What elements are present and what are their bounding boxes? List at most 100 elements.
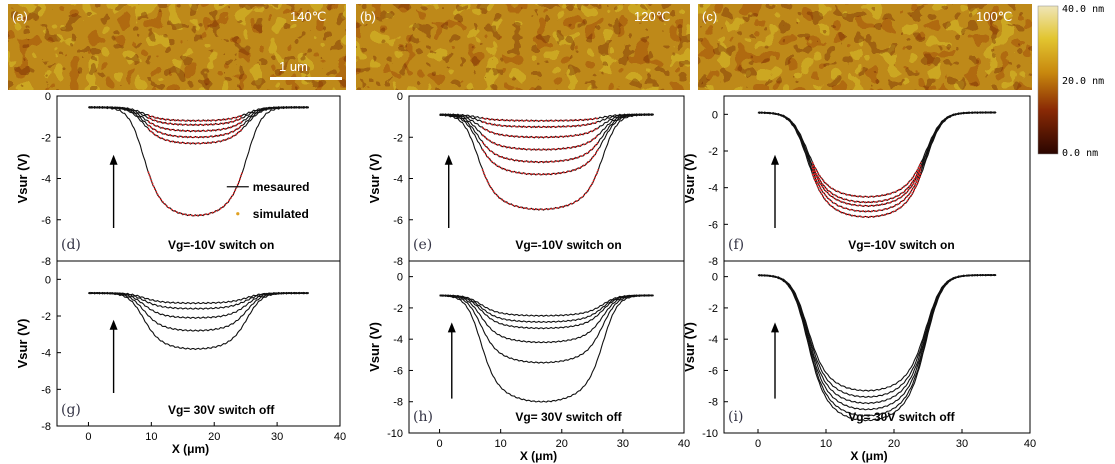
x-axis-label-g: X (μm) [172, 442, 209, 456]
x-tick-label-i-3: 30 [956, 438, 968, 450]
scale-bar [270, 77, 342, 80]
series-measured-d-5 [88, 106, 309, 217]
x-tick-label-g-0: 0 [85, 431, 91, 443]
series-measured-h-2 [439, 294, 654, 330]
y-tick-label-i-4: -8 [708, 397, 718, 409]
y-tick-label-h-4: -8 [393, 397, 403, 409]
trend-arrow-head [109, 319, 118, 330]
y-tick-label-d-2: -4 [41, 174, 51, 186]
panel-h: 0 -2 -4 -6 -8 -10 0 10 20 30 40 Vsur (V) X (μm) (h) Vg… [367, 260, 690, 463]
y-tick-label-h-0: 0 [397, 272, 403, 284]
series-simulated-f-1 [811, 165, 922, 204]
series-measured-g-1 [88, 291, 309, 310]
series-simulated-e-5 [481, 148, 600, 176]
panel-d: 0 -2 -4 -6 -8 Vsur (V) (d) Vg=-10V switch on mes… [15, 91, 341, 268]
series-measured-e-3 [439, 113, 654, 151]
y-tick-label-g-1: -2 [41, 311, 51, 323]
y-tick-label-f-1: -2 [708, 146, 718, 158]
y-tick-label-i-5: -10 [702, 428, 718, 440]
legend-simulated-swatch [236, 212, 240, 216]
series-simulated-e-0 [482, 117, 599, 122]
caption-e: Vg=-10V switch on [515, 238, 621, 252]
y-tick-label-g-4: -8 [41, 421, 51, 433]
y-axis-label-h: Vsur (V) [367, 322, 382, 372]
series-measured-f-4 [757, 111, 997, 219]
panel-label-i: (i) [728, 409, 743, 425]
x-tick-label-i-2: 20 [888, 438, 900, 450]
panel-label-e: (e) [413, 237, 432, 253]
series-simulated-f-0 [811, 161, 922, 198]
panel-label-d: (d) [61, 237, 81, 253]
x-tick-label-g-4: 40 [334, 431, 346, 443]
colorbar-mid: 20.0 nm [1062, 76, 1104, 87]
caption-g: Vg= 30V switch off [168, 403, 275, 417]
series-simulated-e-2 [481, 126, 599, 139]
x-tick-label-g-3: 30 [271, 431, 283, 443]
colorbar: 40.0 nm 20.0 nm 0.0 nm [1037, 4, 1104, 159]
series-measured-h-4 [439, 294, 654, 364]
x-tick-label-h-3: 30 [617, 438, 629, 450]
y-tick-label-e-3: -6 [393, 215, 403, 227]
x-axis-label-h: X (μm) [520, 449, 557, 463]
afm-image-c: (c) 100℃ [698, 4, 1032, 90]
axes-frame-g [56, 260, 341, 427]
series-measured-e-1 [439, 113, 654, 129]
series-simulated-e-4 [481, 141, 600, 163]
series-simulated-d-3 [147, 124, 244, 139]
afm-temp-b: 120℃ [634, 9, 670, 24]
x-tick-label-g-2: 20 [208, 431, 220, 443]
y-tick-label-d-4: -8 [41, 256, 51, 268]
caption-f: Vg=-10V switch on [848, 238, 954, 252]
y-tick-label-f-2: -4 [708, 183, 718, 195]
y-axis-label-f: Vsur (V) [682, 154, 697, 204]
afm-label-a: (a) [12, 9, 28, 24]
x-tick-label-h-0: 0 [436, 438, 442, 450]
y-tick-label-e-0: 0 [397, 91, 403, 103]
series-simulated-d-0 [147, 114, 243, 122]
series-simulated-d-1 [147, 117, 243, 126]
y-tick-label-g-0: 0 [45, 274, 51, 286]
caption-d: Vg=-10V switch on [168, 238, 274, 252]
axes-frame-d [56, 95, 341, 262]
series-measured-g-2 [88, 291, 309, 320]
x-tick-label-h-4: 40 [678, 438, 690, 450]
trend-arrow-head [444, 154, 453, 165]
legend-simulated-label: simulated [253, 207, 309, 221]
series-simulated-f-4 [811, 173, 922, 218]
panel-label-g: (g) [61, 402, 81, 418]
trend-arrow-head [771, 322, 779, 333]
panel-i: 0 -2 -4 -6 -8 -10 0 10 20 30 40 Vsur (V) X (μm) (i) Vg… [682, 260, 1036, 463]
x-axis-label-i: X (μm) [850, 449, 887, 463]
afm-label-b: (b) [360, 9, 376, 24]
series-simulated-d-4 [147, 128, 244, 145]
trend-arrow-head [447, 322, 456, 333]
x-tick-label-g-1: 10 [145, 431, 157, 443]
series-measured-d-3 [88, 105, 309, 139]
scale-bar-label: 1 um [279, 59, 308, 74]
x-tick-label-h-1: 10 [495, 438, 507, 450]
trend-arrow-head [771, 154, 779, 165]
y-tick-label-h-1: -2 [393, 303, 403, 315]
series-measured-d-1 [88, 105, 309, 127]
series-measured-h-3 [439, 294, 654, 344]
y-tick-label-d-0: 0 [45, 91, 51, 103]
series-measured-d-2 [88, 105, 309, 133]
afm-temp-c: 100℃ [976, 9, 1012, 24]
y-tick-label-e-4: -8 [393, 256, 403, 268]
panel-g: 0 -2 -4 -6 -8 0 10 20 30 40 Vsur (V) X (μm) (g) Vg= 3… [15, 260, 346, 456]
afm-image-b: (b) 120℃ [356, 4, 690, 90]
series-simulated-f-3 [811, 170, 922, 213]
afm-temp-a: 140℃ [290, 9, 326, 24]
series-simulated-e-6 [481, 168, 600, 211]
y-tick-label-h-5: -10 [387, 428, 403, 440]
y-tick-label-i-0: 0 [712, 272, 718, 284]
series-measured-h-5 [439, 294, 654, 403]
colorbar-min: 0.0 nm [1062, 148, 1098, 159]
afm-label-c: (c) [702, 9, 717, 24]
y-axis-label-e: Vsur (V) [367, 154, 382, 204]
plots: 0 -2 -4 -6 -8 Vsur (V) (d) Vg=-10V switch on mes… [15, 91, 1036, 463]
y-axis-label-d: Vsur (V) [15, 154, 30, 204]
y-tick-label-d-1: -2 [41, 132, 51, 144]
x-tick-label-i-4: 40 [1024, 438, 1036, 450]
